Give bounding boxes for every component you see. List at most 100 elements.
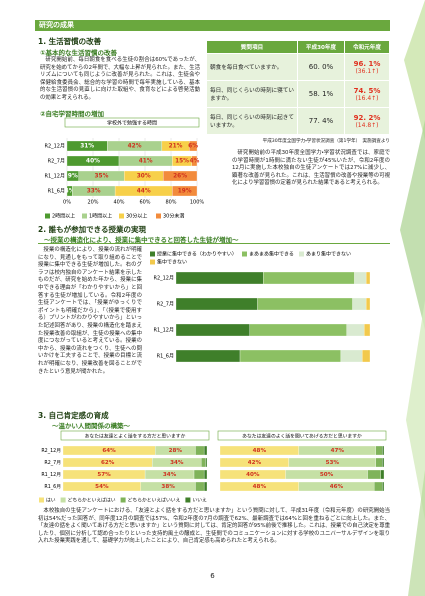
x-tick-label: 60% — [139, 200, 150, 206]
legend-label: 1時間以上 — [89, 213, 112, 220]
legend-swatch — [60, 497, 66, 503]
y-tick-label: R2_7月 — [48, 159, 65, 165]
data-label: 6% — [188, 144, 198, 150]
legend-swatch — [242, 251, 247, 257]
legend-swatch — [156, 213, 161, 219]
legend-label: 授業に集中できる（わかりやすい） — [157, 251, 237, 258]
chart-title: あなたは友達とよく話をする方だと思いますか — [85, 433, 186, 440]
y-tick-label: R2_12月 — [44, 144, 65, 150]
legend-label: どちらかといえばはい — [68, 497, 116, 504]
table-cell: 77. 4% — [297, 107, 345, 135]
chart: あなたは友達とよく話をする方だと思いますか R2_12月 64% 28% R2_7月 62… — [41, 430, 210, 492]
y-tick-label: R1_6月 — [48, 189, 65, 195]
legend-label: いいえ — [192, 498, 207, 504]
data-label: 44% — [137, 189, 151, 195]
bar-segment — [172, 185, 198, 197]
legend-label: 集中できない — [157, 259, 187, 266]
header-title: 研究の成果 — [35, 20, 390, 31]
data-label: 4% — [65, 189, 75, 195]
table-cell: 朝食を毎日食べていますか。 — [206, 53, 298, 81]
sub-heading: ②自宅学習時間の増加 — [40, 110, 105, 118]
decoration — [400, 0, 425, 596]
chart: R2_12月 R2_7月 R1_12月 R1_6月 授業に集中できる（わかりやすい） まあ… — [150, 251, 371, 363]
bar-segment — [352, 297, 367, 311]
table-cell: 96. 1% (36.1↑) — [343, 53, 391, 81]
data-label: 21% — [169, 144, 183, 150]
legend-label: 30分未満 — [163, 213, 184, 220]
data-label: 31% — [80, 144, 94, 150]
y-tick-label: R2_12月 — [41, 448, 61, 454]
table-header: 質問項目 — [206, 40, 298, 54]
bar-segment — [382, 481, 385, 492]
paragraph: 研究開始前、毎日朝食を食べる生徒の割合は60%であったが、研究を始めてからの2年… — [40, 57, 200, 101]
data-label: 40% — [86, 159, 100, 165]
data-label: 54% — [95, 484, 109, 490]
bar-segment — [203, 469, 208, 480]
data-label: 4% — [189, 159, 199, 165]
legend-label: まあまあ集中できる — [249, 251, 294, 258]
data-label: 50% — [320, 472, 334, 478]
legend-swatch — [120, 497, 126, 503]
data-label: 42% — [248, 460, 262, 466]
data-label: 46% — [330, 484, 344, 490]
table-header: 令和元年度 — [343, 40, 391, 54]
y-tick-label: R2_7月 — [157, 302, 174, 308]
data-label: 26% — [173, 174, 187, 180]
x-tick-label: 40% — [113, 200, 124, 206]
cell-value: 74. 5% — [353, 86, 381, 95]
data-label: 48% — [253, 484, 267, 490]
cell-value: 92. 2% — [353, 113, 381, 122]
y-tick-label: R1_12月 — [41, 472, 61, 478]
legend-label: あまり集中できない — [306, 251, 351, 258]
data-label: 28% — [169, 448, 183, 454]
data-label: 42% — [128, 144, 142, 150]
data-label: 40% — [246, 472, 260, 478]
x-tick-label: 100% — [190, 200, 205, 206]
table-cell: 58. 1% — [297, 80, 345, 108]
bar-segment — [175, 323, 250, 337]
data-label: 34% — [163, 472, 177, 478]
bar-segment — [362, 349, 371, 363]
sub-heading: ①基本的な生活習慣の改善 — [40, 49, 118, 57]
bar-segment — [203, 481, 208, 492]
bar-segment — [365, 271, 371, 285]
legend: はい どちらかといえばはい どちらかといえばいいえ いいえ — [39, 497, 207, 504]
y-tick-label: R1_12月 — [44, 174, 65, 180]
legend-label: どちらかといえばいいえ — [128, 497, 181, 504]
bar-segment — [365, 297, 371, 311]
bar-segment — [380, 469, 385, 480]
legend-label: 30分以上 — [126, 213, 147, 220]
section-heading: 2. 誰もが参加できる授業の実現 — [38, 225, 147, 234]
title-box — [60, 430, 210, 441]
chart: あなたは友達のよく話を聞いてあげる方だと思いますか 48% 47% 42% 53% 40%… — [217, 430, 387, 492]
data-label: 35% — [95, 174, 109, 180]
bar-segment — [367, 469, 381, 480]
data-label: 41% — [139, 159, 153, 165]
chart-title: あなたは友達のよく話を聞いてあげる方だと思いますか — [242, 433, 362, 440]
data-label: 62% — [101, 460, 115, 466]
bar-segment — [340, 349, 363, 363]
bar-segment — [175, 297, 258, 311]
data-label: 64% — [102, 448, 116, 454]
data-label: 19% — [178, 189, 192, 195]
bar-segment — [354, 271, 367, 285]
divider — [38, 243, 390, 244]
data-label: 47% — [331, 448, 345, 454]
bar-segment — [203, 445, 208, 456]
data-label: 9% — [68, 174, 78, 180]
table-cell: 74. 5% (16.4↑) — [343, 80, 391, 108]
table-cell: 毎日、同じくらいの時刻に起きていますか。 — [206, 107, 298, 135]
x-tick-label: 20% — [87, 200, 98, 206]
legend-swatch — [185, 497, 191, 503]
chart-title: 学校外で勉強する時間 — [107, 120, 157, 127]
bar-segment — [191, 155, 198, 167]
x-tick-label: 0% — [63, 200, 71, 206]
y-tick-label: R2_7月 — [44, 460, 61, 466]
legend-swatch — [45, 213, 50, 219]
y-tick-label: R1_12月 — [153, 328, 174, 334]
paragraph: 研究開始前の平成30年度全国学力・学習状況調査では、家庭での学習時間が1時間に満… — [232, 150, 390, 187]
legend-swatch — [299, 251, 304, 257]
legend-label: はい — [46, 498, 56, 504]
bar-segment — [375, 445, 383, 456]
